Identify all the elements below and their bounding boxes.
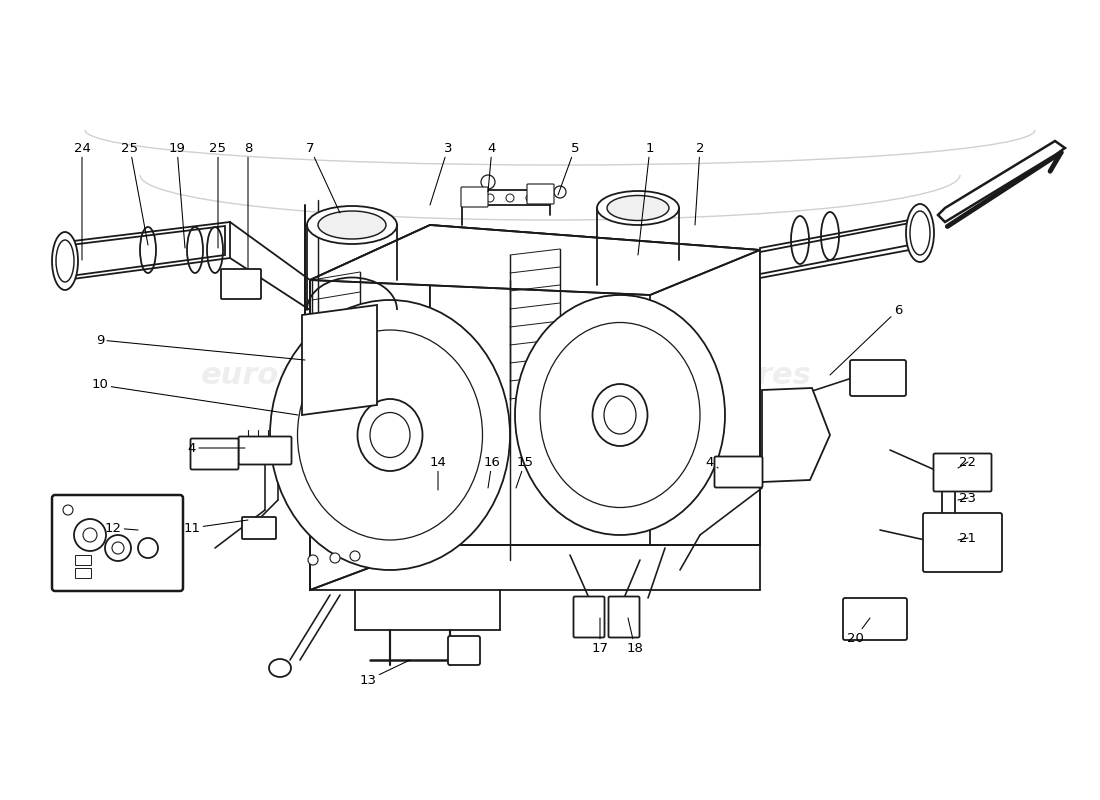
Polygon shape	[302, 305, 377, 415]
Text: 8: 8	[244, 142, 252, 268]
Text: 19: 19	[168, 142, 186, 248]
Circle shape	[82, 528, 97, 542]
Bar	[75, 568, 91, 578]
FancyBboxPatch shape	[608, 597, 639, 638]
Polygon shape	[938, 141, 1065, 222]
Polygon shape	[760, 218, 920, 278]
FancyBboxPatch shape	[239, 437, 292, 465]
Circle shape	[506, 194, 514, 202]
Text: 5: 5	[558, 142, 580, 195]
Polygon shape	[65, 222, 230, 280]
FancyBboxPatch shape	[242, 517, 276, 539]
Polygon shape	[762, 388, 830, 482]
FancyBboxPatch shape	[923, 513, 1002, 572]
Polygon shape	[310, 225, 760, 295]
Bar	[75, 555, 91, 565]
Ellipse shape	[270, 300, 510, 570]
Circle shape	[330, 553, 340, 563]
Text: 4: 4	[188, 442, 245, 454]
Text: 10: 10	[91, 378, 298, 415]
Text: 25: 25	[121, 142, 148, 245]
Text: 11: 11	[184, 520, 248, 534]
Text: 3: 3	[430, 142, 452, 205]
Text: 18: 18	[627, 618, 644, 654]
Circle shape	[466, 194, 474, 202]
Text: 1: 1	[638, 142, 654, 255]
Ellipse shape	[906, 204, 934, 262]
Text: 21: 21	[958, 531, 977, 545]
Ellipse shape	[307, 206, 397, 244]
Polygon shape	[70, 226, 226, 276]
Circle shape	[481, 175, 495, 189]
FancyBboxPatch shape	[190, 438, 239, 470]
Text: 6: 6	[830, 303, 902, 375]
FancyBboxPatch shape	[461, 187, 488, 207]
Text: eurospares: eurospares	[618, 362, 812, 390]
Circle shape	[541, 194, 549, 202]
Polygon shape	[430, 225, 760, 545]
FancyBboxPatch shape	[52, 495, 183, 591]
Text: 24: 24	[74, 142, 90, 260]
Text: 9: 9	[96, 334, 305, 360]
Ellipse shape	[593, 384, 648, 446]
Text: 14: 14	[430, 455, 447, 490]
Text: 4: 4	[487, 142, 496, 192]
Circle shape	[308, 555, 318, 565]
Ellipse shape	[358, 399, 422, 471]
Ellipse shape	[607, 195, 669, 221]
FancyBboxPatch shape	[850, 360, 906, 396]
Circle shape	[486, 194, 494, 202]
Circle shape	[554, 186, 566, 198]
Text: 16: 16	[484, 455, 500, 488]
Text: 2: 2	[695, 142, 704, 225]
FancyBboxPatch shape	[843, 598, 908, 640]
Ellipse shape	[597, 191, 679, 225]
FancyBboxPatch shape	[715, 457, 762, 487]
FancyBboxPatch shape	[527, 184, 554, 204]
Text: 20: 20	[847, 618, 870, 645]
Ellipse shape	[515, 295, 725, 535]
Ellipse shape	[52, 232, 78, 290]
Circle shape	[112, 542, 124, 554]
Text: 7: 7	[306, 142, 340, 213]
Text: 17: 17	[592, 618, 608, 654]
Polygon shape	[760, 222, 915, 274]
Polygon shape	[310, 225, 430, 590]
FancyBboxPatch shape	[448, 636, 480, 665]
FancyBboxPatch shape	[934, 454, 991, 491]
Text: 13: 13	[360, 660, 410, 686]
Text: 4: 4	[706, 455, 718, 469]
Circle shape	[350, 551, 360, 561]
Ellipse shape	[270, 659, 292, 677]
Ellipse shape	[318, 211, 386, 239]
Text: 22: 22	[958, 455, 977, 469]
Text: 15: 15	[516, 455, 534, 488]
Polygon shape	[462, 190, 550, 205]
Text: 12: 12	[104, 522, 138, 534]
FancyBboxPatch shape	[221, 269, 261, 299]
Text: 25: 25	[209, 142, 227, 248]
Text: 23: 23	[958, 491, 977, 505]
Circle shape	[526, 194, 534, 202]
Text: eurospares: eurospares	[200, 362, 394, 390]
FancyBboxPatch shape	[573, 597, 605, 638]
